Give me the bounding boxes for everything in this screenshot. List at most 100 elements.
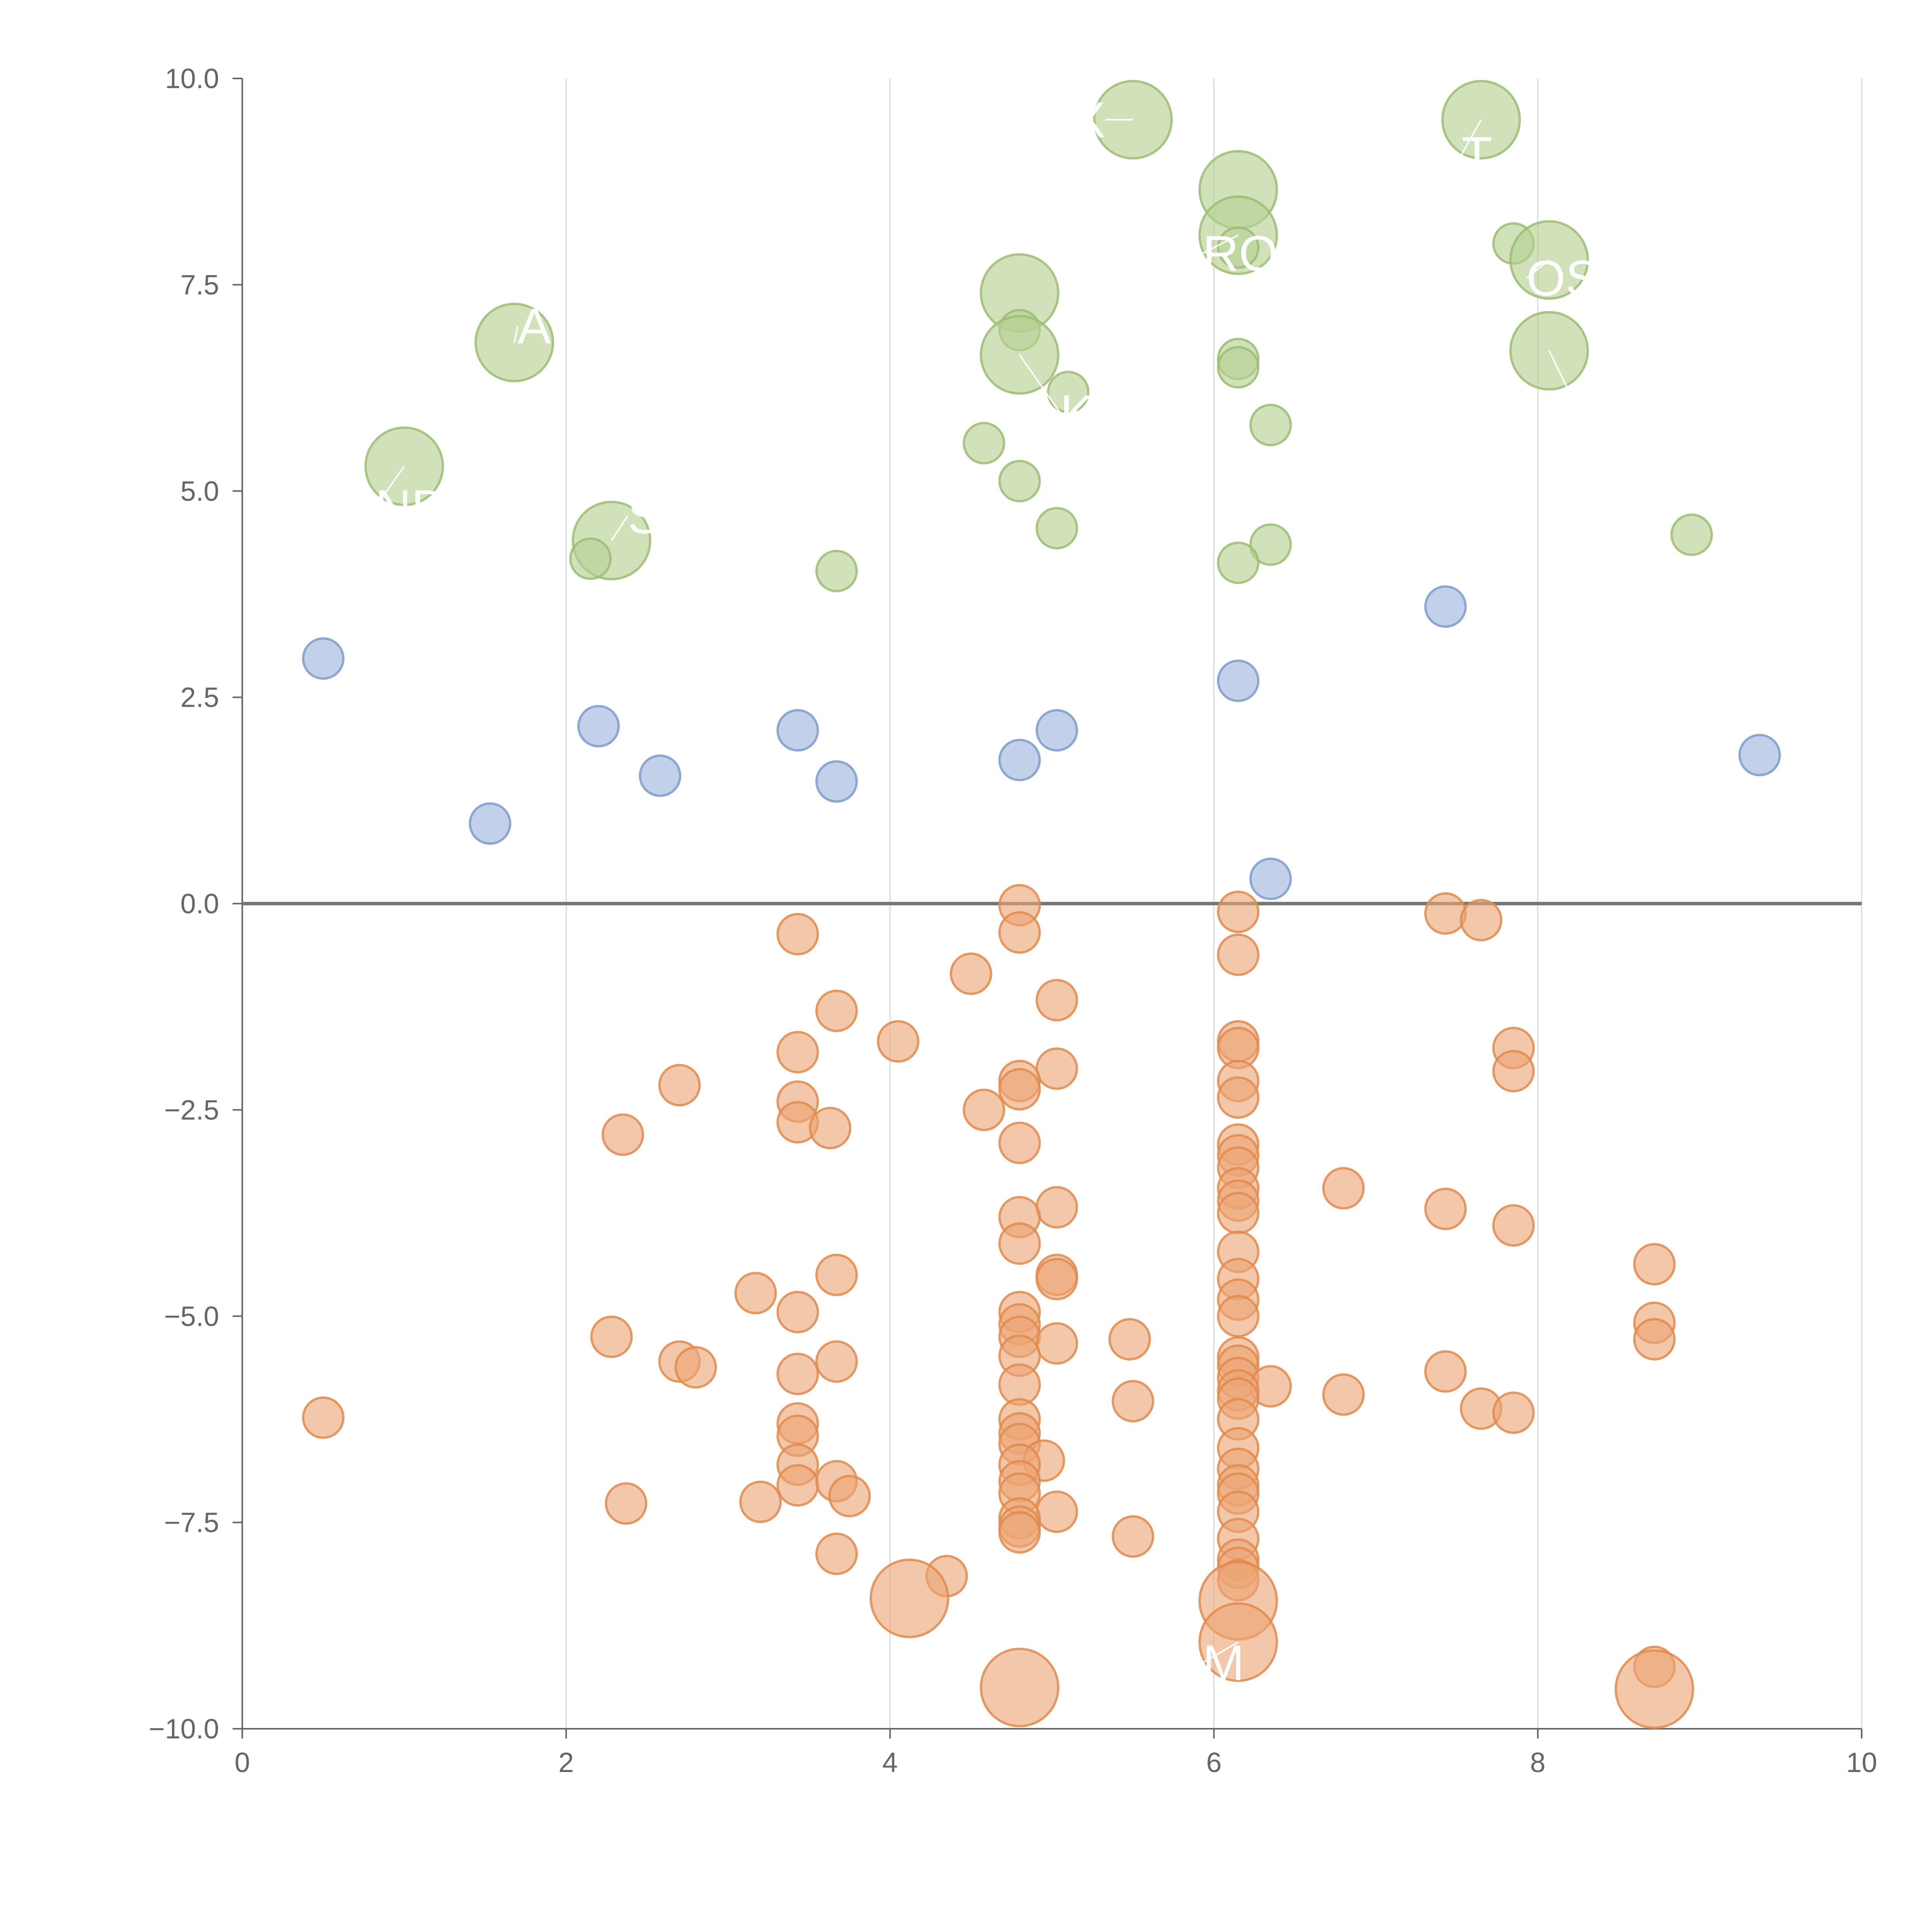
y-tick-label: 10.0 <box>165 63 219 94</box>
data-point-low <box>1424 892 1467 935</box>
data-point-mid <box>1249 857 1292 900</box>
annotation-leader-line <box>374 466 405 508</box>
data-point-low <box>1322 1373 1365 1416</box>
data-point-low <box>949 952 992 995</box>
data-point-low <box>1036 1186 1078 1229</box>
data-point-high <box>1217 226 1260 269</box>
annotation-label: X <box>1072 92 1105 148</box>
data-point-high <box>1670 513 1713 556</box>
data-point-low <box>1036 1258 1078 1301</box>
y-tick-label: 5.0 <box>180 476 219 507</box>
annotation-leader-line <box>1202 234 1239 254</box>
data-point-mid <box>1738 734 1781 777</box>
x-tick-label: 6 <box>1206 1747 1222 1778</box>
x-tick-label: 4 <box>882 1747 898 1778</box>
data-point-mid <box>1036 709 1078 752</box>
data-point-high <box>1217 541 1260 584</box>
data-point-high <box>1036 507 1078 549</box>
data-point-low <box>776 1031 819 1073</box>
annotation-label: ND <box>375 479 448 536</box>
data-point-low <box>980 1648 1060 1728</box>
data-point-low <box>815 1532 858 1575</box>
data-point-low <box>1112 1515 1155 1558</box>
data-point-low <box>1322 1167 1365 1210</box>
data-point-low <box>776 1291 819 1333</box>
data-point-mid <box>639 754 682 797</box>
annotation-leader-line <box>1202 1641 1239 1663</box>
data-point-low <box>739 1480 782 1523</box>
data-point-low <box>605 1482 648 1525</box>
annotation-label: K <box>1060 384 1094 441</box>
x-tick-label: 0 <box>235 1747 250 1778</box>
data-point-low <box>1460 899 1503 942</box>
data-point-mid <box>1217 659 1260 702</box>
annotation-leader-line <box>514 326 519 343</box>
data-point-low <box>1108 1318 1151 1361</box>
data-point-low <box>815 1340 858 1383</box>
data-point-low <box>1217 890 1260 933</box>
data-point-low <box>1217 1295 1260 1338</box>
data-point-low <box>1492 1204 1535 1247</box>
data-point-high <box>1217 346 1260 389</box>
data-point-low <box>1492 1391 1535 1434</box>
data-point-low <box>809 1107 852 1150</box>
data-point-low <box>776 913 819 956</box>
data-point-low <box>1217 933 1260 976</box>
data-point-low <box>1036 1322 1078 1365</box>
data-point-low <box>1112 1380 1155 1423</box>
data-point-high <box>569 537 612 580</box>
data-point-low <box>1614 1649 1694 1729</box>
annotation-leader-line <box>1548 350 1574 401</box>
annotation-leader-line <box>1461 119 1482 155</box>
data-point-low <box>734 1272 777 1315</box>
data-point-low <box>1217 1076 1260 1119</box>
data-point-low <box>869 1558 949 1638</box>
data-point-mid <box>776 709 819 752</box>
data-point-low <box>963 1088 1005 1131</box>
annotation-label: C <box>1573 372 1610 429</box>
data-point-low <box>674 1346 717 1389</box>
x-tick-label: 2 <box>558 1747 574 1778</box>
data-point-low <box>998 1068 1041 1111</box>
axes-layer: 0 2 4 6 8 10 10.0 7.5 5.0 2.5 0.0 −2.5 −5.0 −7.5 −10.0 <box>149 63 1877 1778</box>
data-point-high <box>1249 523 1292 566</box>
annotation-label: S <box>628 488 661 544</box>
y-tick-label: 7.5 <box>180 270 219 301</box>
data-point-low <box>1424 1350 1467 1393</box>
data-point-low <box>601 1113 644 1156</box>
data-point-low <box>815 990 858 1032</box>
data-point-low <box>776 1352 819 1395</box>
data-point-low <box>998 911 1041 954</box>
data-point-high <box>1047 371 1090 413</box>
y-tick-label: −7.5 <box>164 1507 219 1538</box>
data-point-low <box>1036 979 1078 1022</box>
data-point-low <box>998 1511 1041 1554</box>
annotation-label: A <box>517 298 551 354</box>
annotation-label: T <box>1462 126 1492 182</box>
annotation-leader-line <box>611 515 629 541</box>
data-point-low <box>590 1315 633 1358</box>
x-tick-label: 8 <box>1530 1747 1546 1778</box>
data-point-mid <box>998 738 1041 781</box>
y-tick-label: −5.0 <box>164 1301 219 1332</box>
data-point-high <box>815 549 858 592</box>
x-tick-label: 10 <box>1846 1747 1877 1778</box>
data-point-low <box>815 1253 858 1296</box>
data-point-low <box>828 1475 871 1517</box>
data-point-mid <box>302 637 345 680</box>
data-point-high <box>963 422 1005 464</box>
data-point-low <box>776 1464 819 1507</box>
labels-layer: X T ROX OSE C A K ND S M <box>374 92 1633 1691</box>
data-point-mid <box>815 760 858 803</box>
y-tick-label: 0.0 <box>180 889 219 920</box>
data-point-low <box>1633 1243 1676 1286</box>
data-point-high <box>998 460 1041 503</box>
data-point-low <box>998 1121 1041 1164</box>
annotation-label: M <box>1202 1634 1244 1691</box>
data-point-mid <box>577 705 620 748</box>
data-point-low <box>998 1222 1041 1265</box>
y-tick-label: −2.5 <box>164 1095 219 1126</box>
data-point-low <box>658 1064 701 1107</box>
